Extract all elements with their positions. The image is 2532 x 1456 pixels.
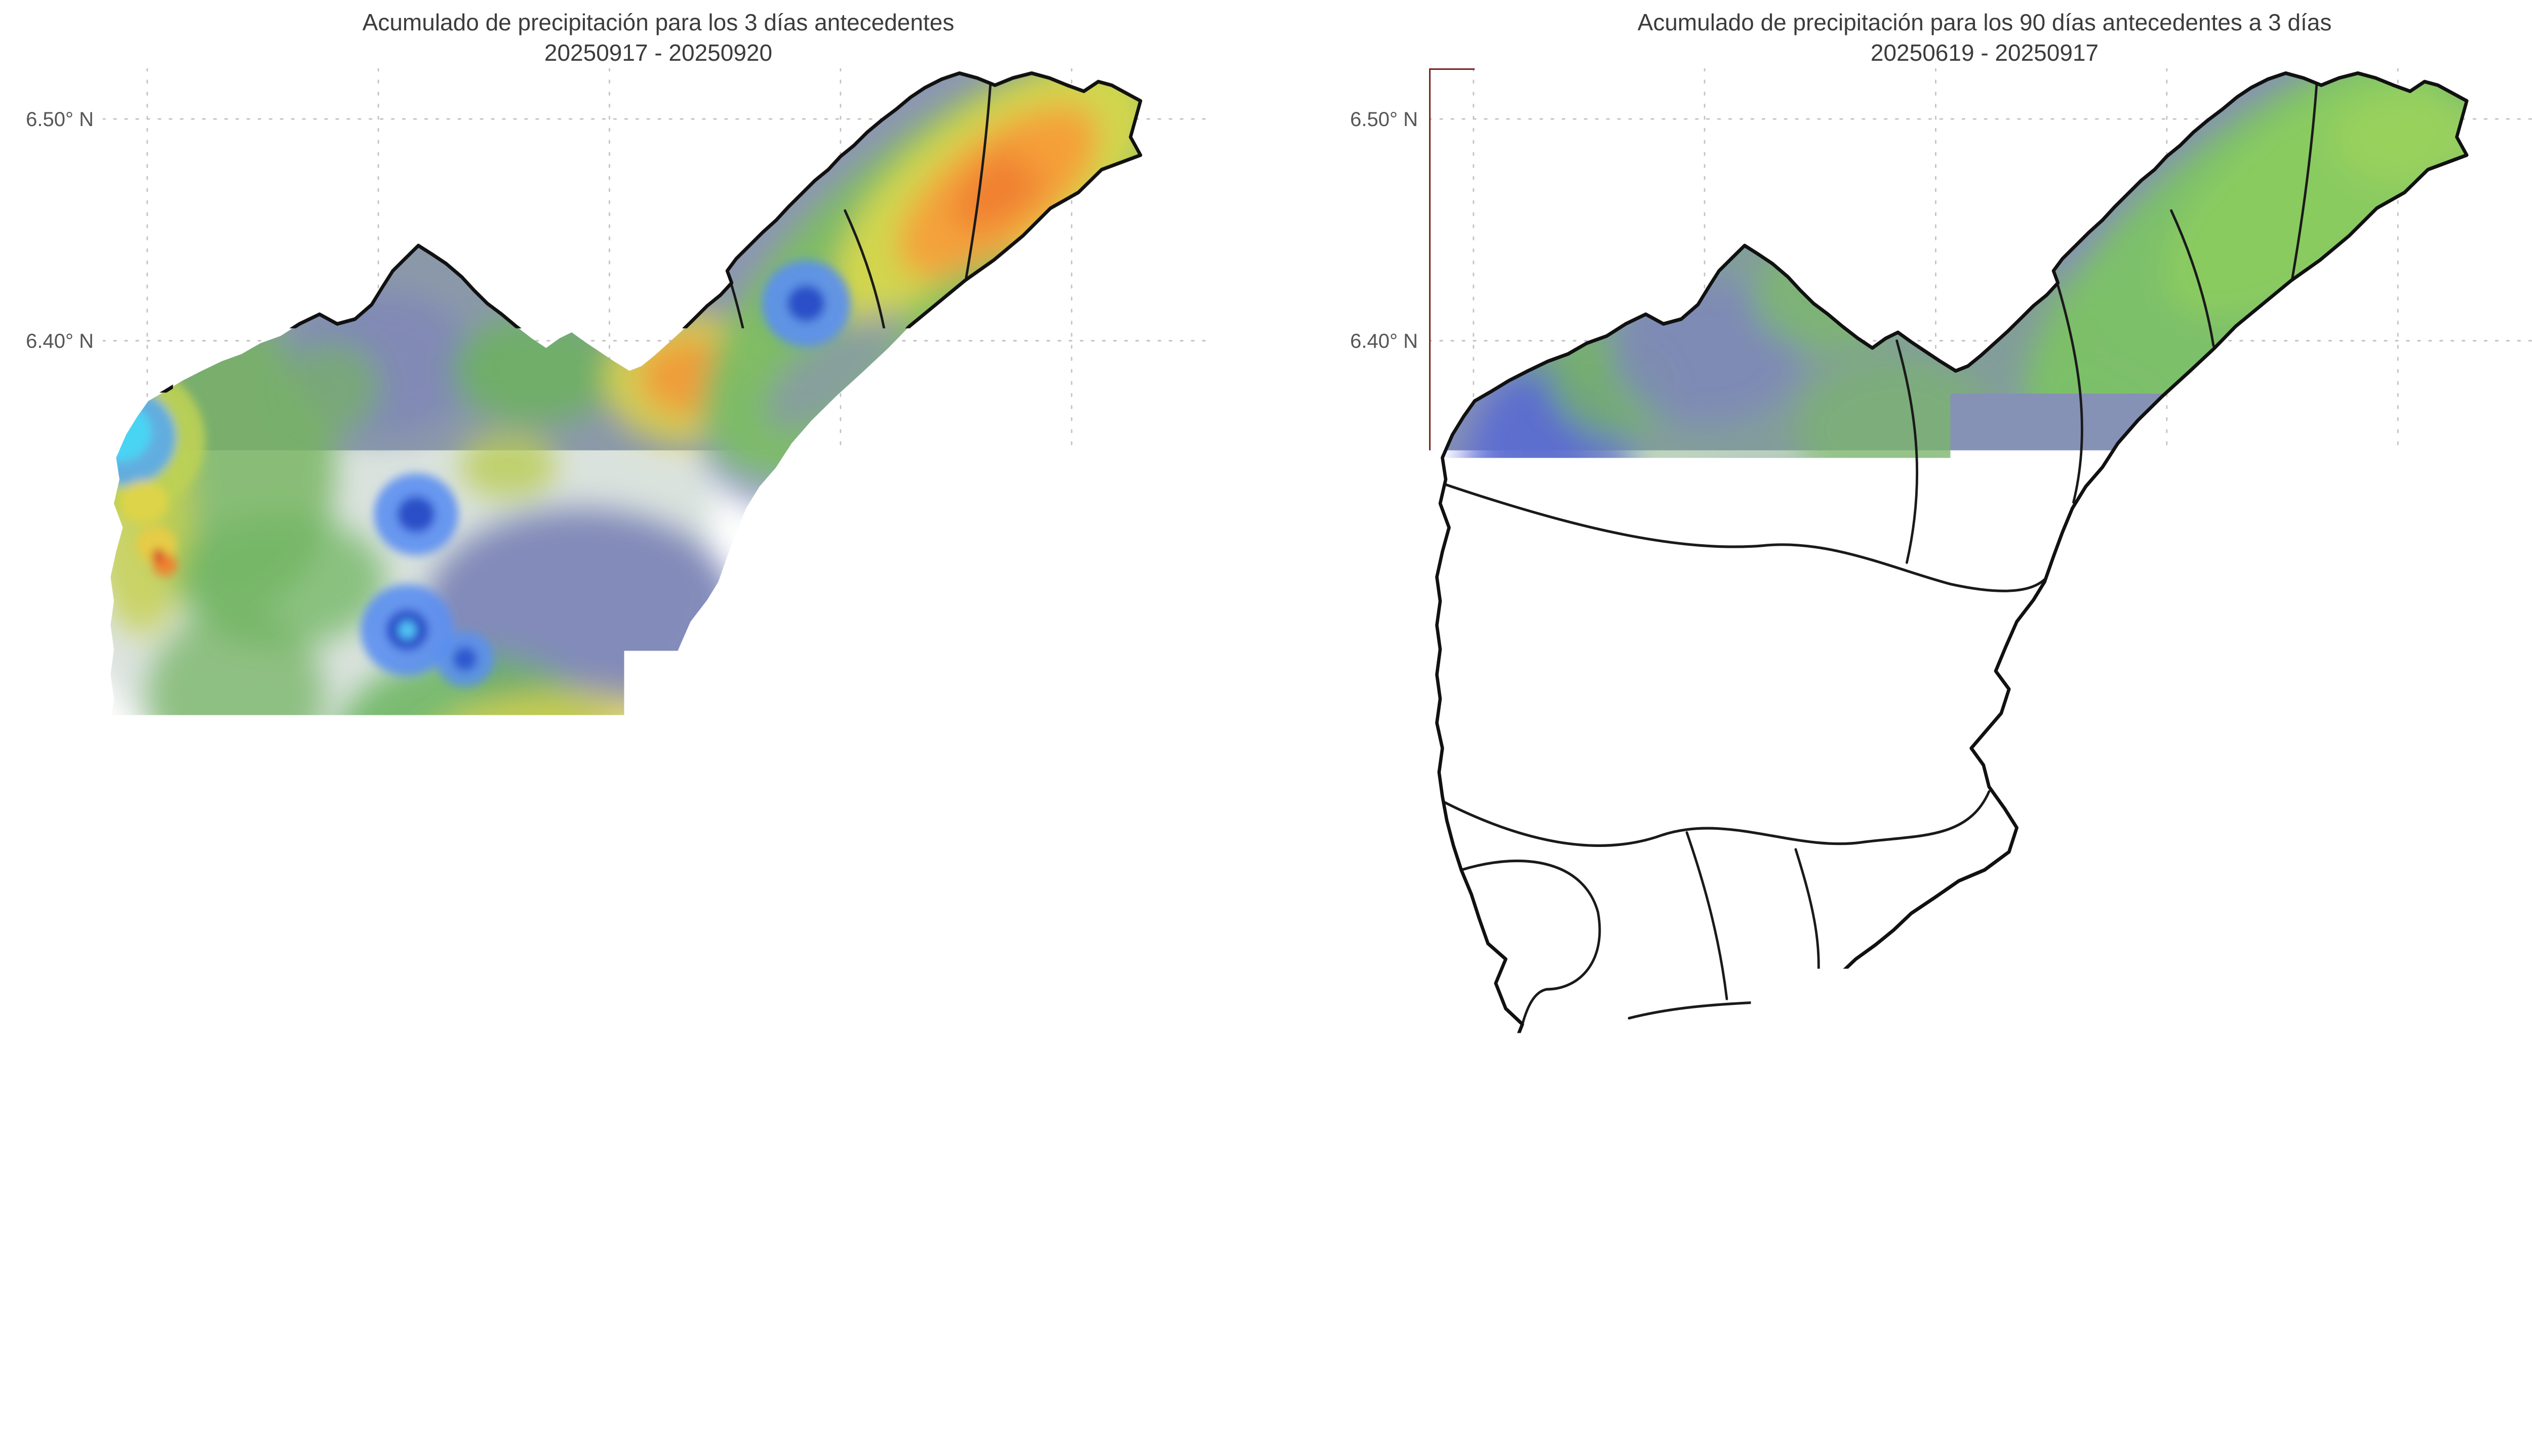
lon-tick-label: 75.70° W xyxy=(1397,1283,1549,1307)
lon-tick-label: 75.30° W xyxy=(2322,1283,2474,1307)
lon-tick-label: 75.50° W xyxy=(534,1283,686,1307)
colorbar-right-label: Acumulado Precipitación [mm] xyxy=(1687,1397,2294,1430)
right-panel-left-spine xyxy=(1429,68,1431,1274)
colorbar-tick-label: 100 xyxy=(1123,1368,1194,1392)
colorbar-tick-label: 100 xyxy=(1550,1368,1621,1392)
colorbar-tick-label: 50 xyxy=(622,1368,693,1392)
colorbar-tick-label: 0 xyxy=(1449,1368,1520,1392)
colorbar-tick-label: 400 xyxy=(1854,1368,1925,1392)
colorbar-right-min-arrow xyxy=(1441,1323,1484,1354)
lat-tick-label: 6.30° N xyxy=(1324,551,1418,576)
lat-tick-label: 6.40° N xyxy=(0,329,94,353)
precipitation-map-right xyxy=(1429,68,2532,1274)
lon-tick-label: 75.60° W xyxy=(303,1283,455,1307)
colorbar-left-tick-marks xyxy=(156,1354,1158,1363)
colorbar-tick-label: 80 xyxy=(922,1368,993,1392)
colorbar-right-max-arrow xyxy=(2498,1323,2532,1354)
colorbar-left xyxy=(107,1322,1207,1368)
colorbar-tick-label: 600 xyxy=(2057,1368,2128,1392)
colorbar-tick-label: 40 xyxy=(522,1368,592,1392)
lon-tick-label: 75.30° W xyxy=(996,1283,1148,1307)
precipitation-field xyxy=(1437,68,2532,1264)
lat-tick-label: 6.30° N xyxy=(0,551,94,576)
panel-right-subtitle: 20250619 - 20250917 xyxy=(1429,37,2532,68)
colorbar-tick-label: 300 xyxy=(1753,1368,1824,1392)
colorbar-right-tick-marks xyxy=(1484,1354,2498,1363)
colorbar-left-label: Acumulado Precipitación [mm] xyxy=(353,1397,961,1430)
lat-tick-label: 6.00° N xyxy=(0,1217,94,1241)
lat-tick-label: 6.10° N xyxy=(0,995,94,1020)
panel-right-title-block: Acumulado de precipitación para los 90 d… xyxy=(1429,7,2532,68)
colorbar-tick-label: 900 xyxy=(2361,1368,2432,1392)
colorbar-left-gradient-bar xyxy=(156,1323,1158,1354)
colorbar-right xyxy=(1441,1322,2532,1368)
right-panel-top-spine-segment xyxy=(1429,68,1475,70)
figure: Acumulado de precipitación para los 3 dí… xyxy=(0,0,2532,1456)
colorbar-tick-label: 500 xyxy=(1955,1368,2026,1392)
lat-tick-label: 6.20° N xyxy=(1324,773,1418,797)
lon-tick-label: 75.40° W xyxy=(765,1283,917,1307)
lat-tick-label: 6.20° N xyxy=(0,773,94,797)
lat-tick-label: 6.50° N xyxy=(1324,107,1418,132)
precipitation-map-left xyxy=(103,68,1214,1274)
colorbar-tick-label: 60 xyxy=(722,1368,793,1392)
colorbar-tick-label: 800 xyxy=(2260,1368,2330,1392)
lon-tick-label: 75.60° W xyxy=(1629,1283,1781,1307)
lat-tick-label: 6.00° N xyxy=(1324,1217,1418,1241)
colorbar-tick-label: 700 xyxy=(2158,1368,2229,1392)
lat-tick-label: 6.40° N xyxy=(1324,329,1418,353)
panel-left-title-block: Acumulado de precipitación para los 3 dí… xyxy=(103,7,1214,68)
lat-tick-label: 6.10° N xyxy=(1324,995,1418,1020)
panel-left-subtitle: 20250917 - 20250920 xyxy=(103,37,1214,68)
lat-tick-label: 6.50° N xyxy=(0,107,94,132)
colorbar-left-max-arrow xyxy=(1158,1323,1207,1354)
panel-right-title: Acumulado de precipitación para los 90 d… xyxy=(1429,7,2532,37)
precipitation-field xyxy=(103,68,1214,1274)
colorbar-left-min-arrow xyxy=(107,1323,156,1354)
lon-tick-label: 75.50° W xyxy=(1860,1283,2012,1307)
lon-tick-label: 75.40° W xyxy=(2091,1283,2243,1307)
panel-left-title: Acumulado de precipitación para los 3 dí… xyxy=(103,7,1214,37)
colorbar-right-gradient-bar xyxy=(1484,1323,2498,1354)
left-panel-bottom-spine-segment xyxy=(1063,1273,1214,1274)
lon-tick-label: 75.70° W xyxy=(71,1283,223,1307)
right-panel-bottom-spine xyxy=(1429,1273,2532,1274)
colorbar-tick-label: 1000 xyxy=(2462,1368,2532,1392)
colorbar-tick-label: 200 xyxy=(1651,1368,1722,1392)
